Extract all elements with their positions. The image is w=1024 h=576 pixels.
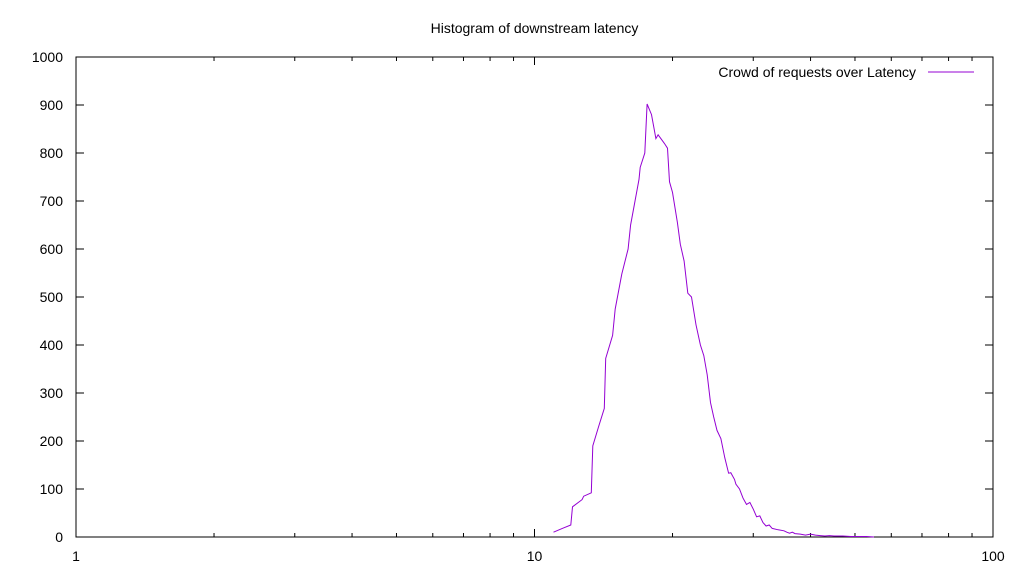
y-tick-label: 500 — [40, 289, 64, 305]
y-tick-label: 900 — [40, 97, 64, 113]
x-tick-label: 100 — [981, 548, 1005, 564]
y-tick-label: 300 — [40, 385, 64, 401]
y-tick-label: 700 — [40, 193, 64, 209]
y-tick-label: 200 — [40, 433, 64, 449]
x-tick-label: 10 — [527, 548, 543, 564]
y-tick-label: 0 — [55, 529, 63, 545]
y-tick-label: 800 — [40, 145, 64, 161]
y-tick-label: 1000 — [32, 49, 63, 65]
y-tick-label: 600 — [40, 241, 64, 257]
chart-title: Histogram of downstream latency — [431, 20, 639, 36]
legend: Crowd of requests over Latency — [718, 64, 974, 80]
series-line — [553, 103, 875, 538]
series-layer — [553, 103, 875, 538]
axes: 0 100 200 300 400 500 600 700 800 900 1000 1 10 100 — [32, 49, 1005, 564]
legend-label: Crowd of requests over Latency — [718, 64, 916, 80]
x-tick-label: 1 — [72, 548, 80, 564]
y-tick-label: 400 — [40, 337, 64, 353]
y-tick-label: 100 — [40, 481, 64, 497]
plot-frame — [75, 56, 994, 538]
